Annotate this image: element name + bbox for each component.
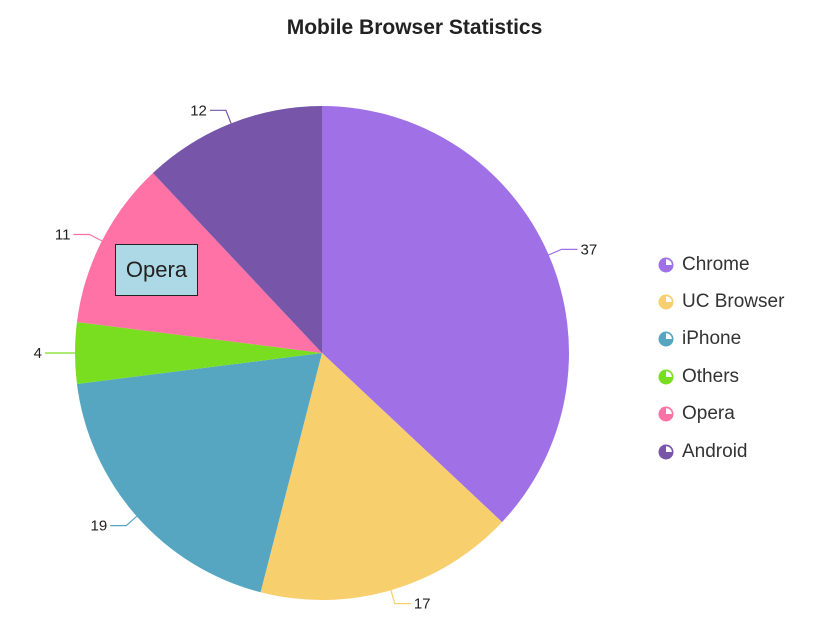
legend-label: Opera	[682, 403, 735, 425]
pie-legend-icon	[658, 294, 674, 310]
data-label-uc-browser: 17	[414, 596, 431, 613]
pie-legend-icon	[658, 257, 674, 273]
data-label-chrome: 37	[581, 241, 598, 258]
pie-slice-opera[interactable]	[76, 172, 323, 353]
legend-item-chrome[interactable]: Chrome	[658, 246, 784, 283]
legend-label: Others	[682, 365, 740, 387]
legend-label: iPhone	[682, 328, 742, 350]
legend-item-iphone[interactable]: iPhone	[658, 321, 784, 358]
pie-slice-uc-browser[interactable]	[260, 353, 503, 600]
legend-item-uc-browser[interactable]: UC Browser	[658, 283, 784, 320]
legend-item-opera[interactable]: Opera	[658, 396, 784, 433]
data-label-opera: 11	[55, 227, 71, 244]
pie-slice-others[interactable]	[75, 322, 322, 384]
pie-legend-icon	[658, 331, 674, 347]
data-label-connector-opera	[73, 233, 103, 242]
pie-slice-chrome[interactable]	[322, 106, 569, 523]
tooltip: Opera	[115, 244, 198, 296]
legend-item-android[interactable]: Android	[658, 433, 784, 470]
legend-label: UC Browser	[682, 291, 785, 313]
data-label-connector-android	[209, 109, 232, 124]
legend-label: Chrome	[682, 253, 750, 275]
chart-title: Mobile Browser Statistics	[286, 16, 543, 39]
legend: Chrome UC Browser iPhone Others Opera Android	[658, 246, 784, 470]
data-label-connector-iphone	[110, 515, 138, 527]
pie-slice-android[interactable]	[152, 106, 322, 353]
pie-legend-icon	[658, 369, 674, 385]
pie-legend-icon	[658, 444, 674, 460]
data-label-connector-chrome	[548, 248, 578, 256]
data-label-iphone: 19	[91, 518, 108, 535]
legend-item-others[interactable]: Others	[658, 358, 784, 395]
data-label-connector-uc-browser	[390, 590, 411, 605]
data-label-android: 12	[190, 102, 207, 119]
pie-slice-iphone[interactable]	[76, 353, 323, 593]
pie-legend-icon	[658, 406, 674, 422]
data-label-others: 4	[34, 345, 42, 362]
legend-label: Android	[682, 440, 748, 462]
